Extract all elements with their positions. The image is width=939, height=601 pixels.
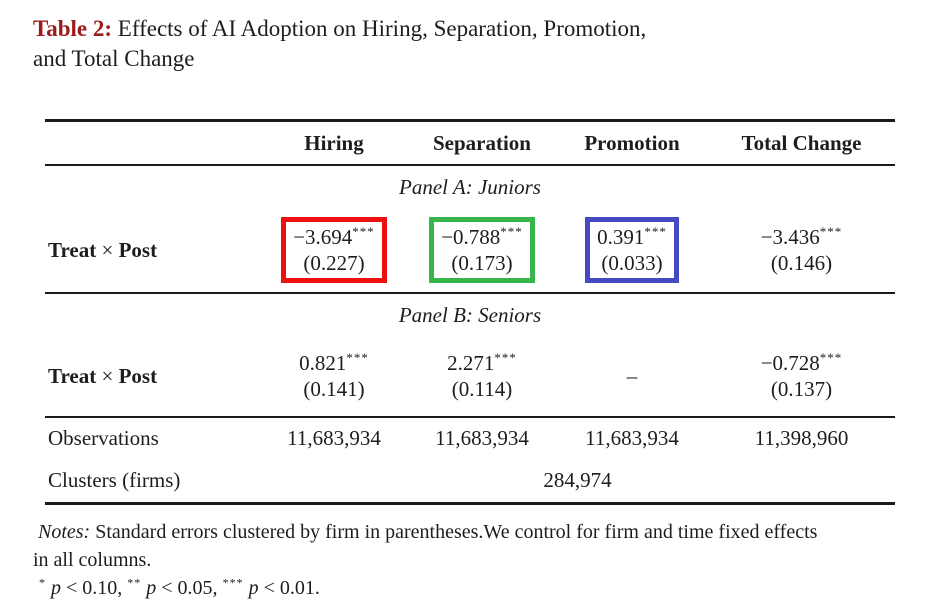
- standard-error: (0.141): [303, 377, 365, 401]
- notes-paragraph: Notes: Standard errors clustered by firm…: [33, 518, 833, 574]
- cell-juniors-promotion: 0.391*** (0.033): [556, 208, 708, 294]
- times-symbol: ×: [101, 363, 114, 388]
- standard-error: (0.173): [451, 251, 513, 275]
- p-symbol: p: [51, 577, 61, 599]
- cell-juniors-separation: −0.788*** (0.173): [408, 208, 556, 294]
- clusters-label: Clusters (firms): [45, 458, 260, 505]
- observations-promotion: 11,683,934: [585, 425, 679, 450]
- label-treat: Treat: [48, 363, 97, 388]
- significance-stars: ***: [352, 224, 375, 239]
- coefficient: −3.436***: [761, 224, 843, 250]
- p-symbol: p: [248, 577, 259, 599]
- cell-juniors-hiring: −3.694*** (0.227): [260, 208, 408, 294]
- title-line2: and Total Change: [33, 46, 195, 71]
- p-threshold: < 0.05,: [161, 577, 218, 599]
- table-notes: Notes: Standard errors clustered by firm…: [33, 518, 833, 601]
- coefficient: −3.694***: [293, 224, 375, 250]
- standard-error: (0.146): [770, 251, 833, 275]
- coefficient: 0.821***: [299, 350, 369, 376]
- times-symbol: ×: [101, 237, 114, 262]
- panel-a-title: Panel A: Juniors: [399, 174, 541, 199]
- significance-stars: ***: [819, 224, 843, 239]
- significance-legend: * p < 0.10, ** p < 0.05, *** p < 0.01.: [33, 574, 833, 601]
- col-header-total-change: Total Change: [708, 119, 895, 166]
- one-star: *: [39, 575, 46, 590]
- observations-separation: 11,683,934: [435, 425, 529, 450]
- panel-b-header-row: Panel B: Seniors: [45, 293, 895, 336]
- p-threshold: < 0.10,: [66, 577, 123, 599]
- plain-cell: 0.821*** (0.141): [287, 343, 381, 409]
- coef-value: −0.728: [760, 351, 820, 375]
- notes-label: Notes:: [38, 521, 91, 543]
- col-header-empty: [45, 119, 260, 166]
- significance-stars: ***: [346, 350, 369, 365]
- observations-row: Observations 11,683,934 11,683,934 11,68…: [45, 417, 895, 458]
- coef-value: 0.821: [299, 351, 347, 375]
- coef-value: 0.391: [597, 225, 645, 249]
- standard-error: (0.227): [303, 251, 365, 275]
- coef-value: 2.271: [447, 351, 495, 375]
- significance-stars: ***: [500, 224, 523, 239]
- row-label-treat-post-b: Treat × Post: [45, 336, 260, 418]
- three-stars: ***: [222, 575, 244, 590]
- coef-value: −3.694: [293, 225, 353, 249]
- cell-seniors-total-change: −0.728*** (0.137): [708, 336, 895, 418]
- label-treat: Treat: [48, 237, 97, 262]
- p-threshold: < 0.01.: [263, 577, 320, 599]
- coef-value: −0.788: [441, 225, 501, 249]
- observations-total-change: 11,398,960: [754, 425, 849, 450]
- cell-seniors-separation: 2.271*** (0.114): [408, 336, 556, 418]
- clusters-value: 284,974: [260, 458, 895, 505]
- header-row: Hiring Separation Promotion Total Change: [45, 119, 895, 166]
- panel-b-title: Panel B: Seniors: [398, 302, 542, 327]
- col-header-hiring: Hiring: [260, 119, 408, 166]
- dash-value: –: [627, 363, 638, 389]
- coef-value: −3.436: [760, 225, 820, 249]
- two-stars: **: [127, 575, 142, 590]
- panel-a-data-row: Treat × Post −3.694*** (0.227) −0.788***…: [45, 208, 895, 294]
- panel-b-data-row: Treat × Post 0.821*** (0.141) 2.271*** (…: [45, 336, 895, 418]
- clusters-row: Clusters (firms) 284,974: [45, 458, 895, 505]
- panel-a-header-row: Panel A: Juniors: [45, 165, 895, 208]
- significance-stars: ***: [819, 350, 843, 365]
- title-line1: Effects of AI Adoption on Hiring, Separa…: [117, 16, 647, 41]
- p-symbol: p: [146, 577, 157, 599]
- observations-hiring: 11,683,934: [287, 425, 381, 450]
- results-table: Hiring Separation Promotion Total Change…: [45, 119, 895, 505]
- coefficient: 2.271***: [447, 350, 517, 376]
- coefficient: −0.728***: [761, 350, 843, 376]
- cell-juniors-total-change: −3.436*** (0.146): [708, 208, 895, 294]
- notes-text: Standard errors clustered by firm in par…: [33, 521, 818, 571]
- standard-error: (0.137): [770, 377, 833, 401]
- label-post: Post: [118, 237, 158, 262]
- highlight-box-red: −3.694*** (0.227): [281, 217, 387, 283]
- col-header-separation: Separation: [408, 119, 556, 166]
- standard-error: (0.033): [601, 251, 663, 275]
- table-number-label: Table 2:: [33, 16, 113, 41]
- paper-page: Table 2: Effects of AI Adoption on Hirin…: [0, 14, 939, 601]
- standard-error: (0.114): [451, 377, 513, 401]
- significance-stars: ***: [494, 350, 517, 365]
- cell-seniors-hiring: 0.821*** (0.141): [260, 336, 408, 418]
- highlight-box-blue: 0.391*** (0.033): [585, 217, 679, 283]
- cell-seniors-promotion: –: [556, 336, 708, 418]
- row-label-treat-post-a: Treat × Post: [45, 208, 260, 294]
- col-header-promotion: Promotion: [556, 119, 708, 166]
- plain-cell: –: [615, 356, 650, 396]
- coef-value: –: [626, 364, 638, 388]
- significance-stars: ***: [644, 224, 667, 239]
- plain-cell: −3.436*** (0.146): [749, 217, 855, 283]
- highlight-box-green: −0.788*** (0.173): [429, 217, 535, 283]
- coefficient: −0.788***: [441, 224, 523, 250]
- plain-cell: −0.728*** (0.137): [749, 343, 855, 409]
- observations-label: Observations: [48, 425, 159, 450]
- plain-cell: 2.271*** (0.114): [435, 343, 529, 409]
- coefficient: 0.391***: [597, 224, 667, 250]
- table-title: Table 2: Effects of AI Adoption on Hirin…: [33, 14, 939, 74]
- label-post: Post: [118, 363, 158, 388]
